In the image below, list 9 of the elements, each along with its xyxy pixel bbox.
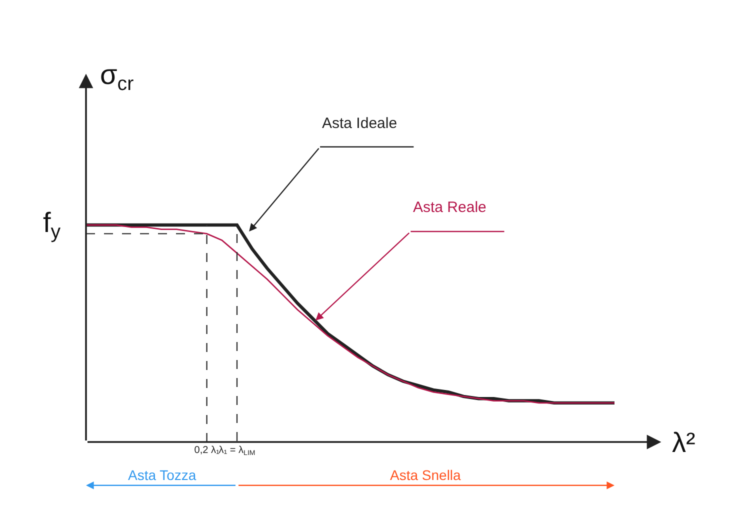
- x-tick-label: λ₁ = λ$_{LIM}$: [218, 445, 256, 458]
- text: Asta Snella: [390, 467, 462, 483]
- text: Asta Reale: [413, 199, 486, 216]
- x-axis-title: λ²: [672, 427, 696, 458]
- text: Asta Ideale: [322, 115, 398, 132]
- text: Asta Tozza: [128, 467, 196, 483]
- x-tick-label: 0,2 λ₁: [194, 445, 220, 456]
- text: f$_{y}$: [43, 207, 61, 243]
- y-axis-title: σ$_{cr}$: [100, 59, 134, 95]
